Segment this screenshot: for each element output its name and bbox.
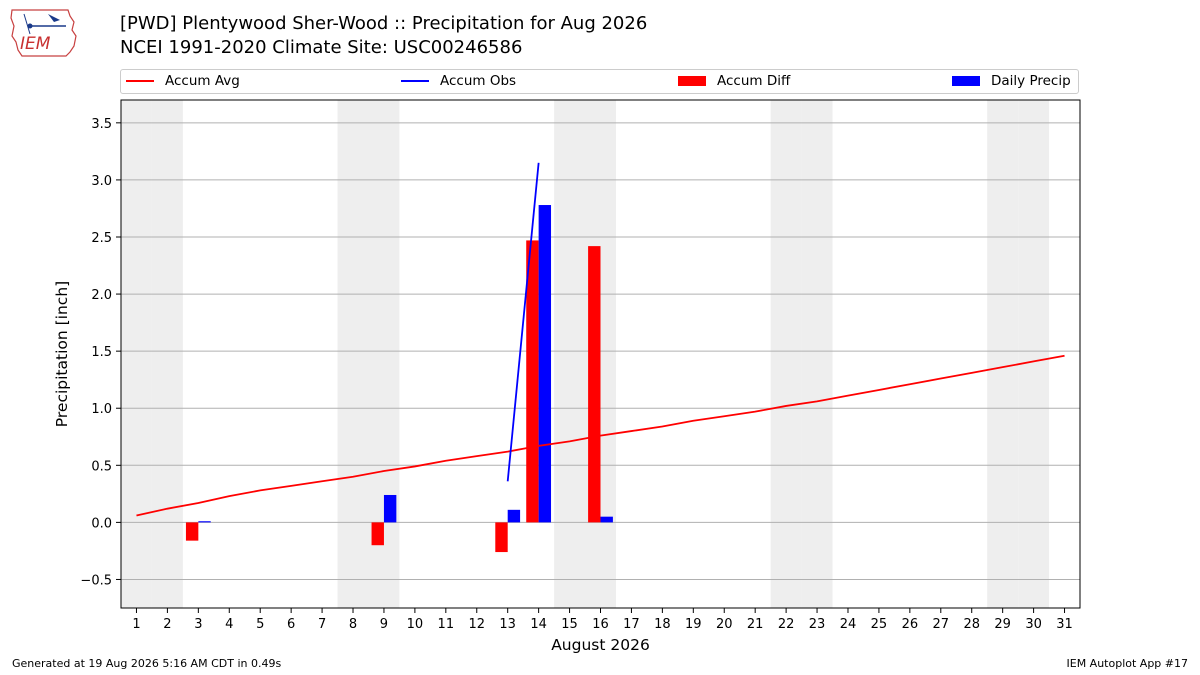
- plot-frame: [120, 99, 1081, 609]
- y-tick-label: 0.0: [91, 516, 112, 531]
- x-tick-label: 21: [747, 617, 764, 632]
- daily-precip-bar-14: [538, 205, 552, 523]
- weekend-band-15: [554, 100, 586, 608]
- x-tick-label: 23: [809, 617, 826, 632]
- chart-subtitle: NCEI 1991-2020 Climate Site: USC00246586: [120, 37, 523, 58]
- accum-diff-bar-13: [495, 522, 508, 553]
- y-axis-label: Precipitation [inch]: [53, 281, 71, 427]
- x-tick-label: 29: [994, 617, 1011, 632]
- y-tick-label: −0.5: [80, 573, 112, 588]
- x-tick-label: 14: [530, 617, 547, 632]
- y-tick-label: 2.5: [91, 231, 112, 246]
- x-tick-label: 13: [499, 617, 516, 632]
- x-tick-label: 28: [963, 617, 980, 632]
- daily-precip-bar-3: [198, 521, 211, 523]
- legend-swatch-accum-obs: [401, 80, 429, 82]
- x-tick-label: 4: [225, 617, 233, 632]
- iem-logo: IEM: [10, 9, 77, 57]
- x-tick-label: 12: [468, 617, 485, 632]
- daily-precip-bar-13: [507, 509, 521, 523]
- x-tick-label: 5: [256, 617, 264, 632]
- weekend-band-16: [585, 100, 616, 608]
- weekend-band-29: [987, 100, 1019, 608]
- x-tick-label: 9: [380, 617, 388, 632]
- accum-obs-line: [506, 162, 540, 482]
- y-tick-label: 2.0: [91, 288, 112, 303]
- accum-diff-bar-16: [588, 246, 601, 523]
- legend: Accum Avg Accum Obs Accum Diff Daily Pre…: [120, 69, 1079, 94]
- x-tick-label: 6: [287, 617, 295, 632]
- x-tick-label: 11: [438, 617, 455, 632]
- legend-item-accum-obs: Accum Obs: [401, 73, 516, 89]
- x-tick-label: 22: [778, 617, 795, 632]
- y-tick-label: 0.5: [91, 459, 112, 474]
- legend-item-accum-avg: Accum Avg: [126, 73, 240, 89]
- x-tick-label: 17: [623, 617, 640, 632]
- x-tick-label: 24: [840, 617, 857, 632]
- x-tick-label: 19: [685, 617, 702, 632]
- weekend-band-2: [151, 100, 183, 608]
- legend-label-daily-precip: Daily Precip: [991, 73, 1071, 89]
- weekend-band-9: [368, 100, 400, 608]
- daily-precip-bar-9: [383, 494, 397, 523]
- legend-swatch-accum-diff: [678, 76, 706, 86]
- generated-timestamp: Generated at 19 Aug 2026 5:16 AM CDT in …: [12, 657, 282, 670]
- accum-diff-bar-3: [185, 522, 199, 541]
- daily-precip-bar-16: [600, 516, 613, 523]
- accum-diff-bar-14: [526, 240, 539, 523]
- x-tick-label: 26: [902, 617, 919, 632]
- x-tick-label: 25: [871, 617, 888, 632]
- x-tick-label: 30: [1025, 617, 1042, 632]
- y-tick-label: 1.5: [91, 345, 112, 360]
- logo-text: IEM: [20, 34, 51, 54]
- y-tick-label: 1.0: [91, 402, 112, 417]
- chart-title: [PWD] Plentywood Sher-Wood :: Precipitat…: [120, 13, 648, 34]
- x-tick-label: 3: [194, 617, 202, 632]
- x-tick-label: 1: [132, 617, 140, 632]
- weekend-band-23: [801, 100, 833, 608]
- x-tick-label: 10: [407, 617, 424, 632]
- legend-item-accum-diff: Accum Diff: [678, 73, 790, 89]
- legend-label-accum-obs: Accum Obs: [440, 73, 517, 89]
- legend-item-daily-precip: Daily Precip: [952, 73, 1071, 89]
- app-credit: IEM Autoplot App #17: [1066, 657, 1189, 670]
- legend-label-accum-avg: Accum Avg: [165, 73, 240, 89]
- x-tick-label: 27: [933, 617, 950, 632]
- legend-label-accum-diff: Accum Diff: [717, 73, 791, 89]
- x-tick-label: 2: [163, 617, 171, 632]
- x-tick-label: 31: [1056, 617, 1073, 632]
- x-axis-label: August 2026: [551, 636, 650, 654]
- weekend-band-8: [337, 100, 369, 608]
- x-tick-label: 8: [349, 617, 357, 632]
- y-tick-label: 3.5: [91, 117, 112, 132]
- x-tick-label: 7: [318, 617, 326, 632]
- y-tick-label: 3.0: [91, 174, 112, 189]
- weekend-band-1: [121, 100, 152, 608]
- legend-swatch-accum-avg: [126, 80, 154, 82]
- legend-swatch-daily-precip: [952, 76, 980, 86]
- x-tick-label: 18: [654, 617, 671, 632]
- weekend-band-22: [770, 100, 802, 608]
- weekend-band-30: [1018, 100, 1050, 608]
- accum-avg-line: [136, 354, 1065, 517]
- x-tick-label: 15: [561, 617, 578, 632]
- x-tick-label: 16: [592, 617, 609, 632]
- accum-diff-bar-9: [371, 522, 384, 546]
- x-tick-label: 20: [716, 617, 733, 632]
